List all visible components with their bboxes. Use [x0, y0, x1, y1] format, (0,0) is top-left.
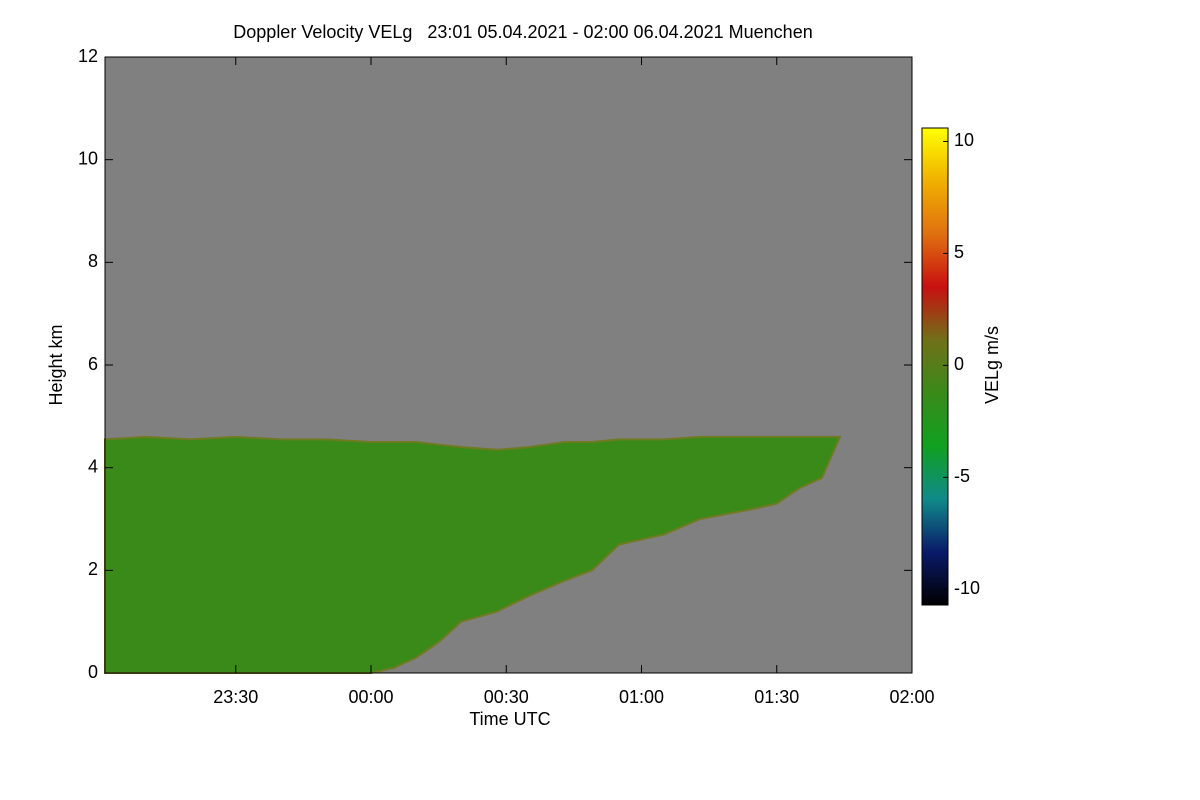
- x-tick-label: 00:00: [348, 687, 393, 707]
- colorbar-tick-label: -5: [954, 466, 970, 486]
- x-tick-label: 01:30: [754, 687, 799, 707]
- colorbar-label: VELg m/s: [982, 326, 1002, 404]
- x-tick-label: 23:30: [213, 687, 258, 707]
- y-axis-label: Height km: [46, 324, 66, 405]
- colorbar: [921, 127, 949, 606]
- x-tick-label: 00:30: [484, 687, 529, 707]
- colorbar-tick-label: 0: [954, 354, 964, 374]
- colorbar-tick-label: 10: [954, 130, 974, 150]
- y-tick-label: 2: [88, 559, 98, 579]
- y-tick-label: 8: [88, 251, 98, 271]
- echo-region: [104, 435, 842, 674]
- colorbar-tick-label: 5: [954, 242, 964, 262]
- y-tick-label: 10: [78, 148, 98, 168]
- y-tick-label: 12: [78, 46, 98, 66]
- x-tick-label: 01:00: [619, 687, 664, 707]
- x-tick-label: 02:00: [889, 687, 934, 707]
- y-tick-label: 0: [88, 662, 98, 682]
- chart-title: Doppler Velocity VELg 23:01 05.04.2021 -…: [233, 22, 812, 42]
- x-axis-label: Time UTC: [469, 709, 550, 729]
- colorbar-tick-label: -10: [954, 578, 980, 598]
- y-tick-label: 6: [88, 354, 98, 374]
- y-tick-label: 4: [88, 456, 98, 476]
